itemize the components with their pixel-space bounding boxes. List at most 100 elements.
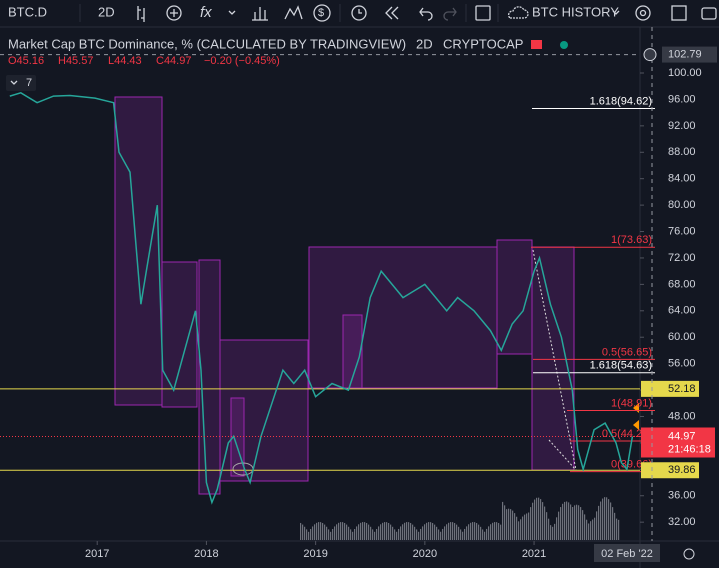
volume-bar (328, 529, 330, 540)
last-price-bg (641, 427, 715, 458)
fib-label: 0.5(56.65) (602, 346, 652, 358)
volume-bar (404, 522, 406, 540)
volume-bar (588, 523, 590, 540)
currency-icon[interactable]: $ (313, 4, 331, 22)
indicators-toggle[interactable] (6, 75, 36, 91)
volume-bar (334, 526, 336, 540)
settings-icon[interactable] (635, 5, 651, 21)
volume-bar (486, 528, 488, 540)
volume-bar (360, 522, 362, 540)
volume-bar (446, 524, 448, 540)
volume-bar (530, 507, 532, 540)
volume-bar (340, 522, 342, 540)
volume-bar (408, 522, 410, 540)
layout-name[interactable]: BTC HISTORY (532, 4, 619, 19)
volume-bar (602, 498, 604, 540)
volume-bar (308, 531, 310, 540)
trend-line (548, 439, 577, 471)
axis-settings-icon[interactable] (683, 548, 695, 560)
volume-bar (306, 529, 308, 540)
interval[interactable]: 2D (98, 4, 115, 19)
volume-bar (542, 502, 544, 540)
fullscreen-icon[interactable] (671, 5, 687, 21)
snapshot-icon[interactable] (701, 7, 717, 20)
volume-bar (536, 497, 538, 540)
crosshair-zoom[interactable] (643, 48, 657, 62)
volume-bar (338, 522, 340, 540)
volume-bar (372, 529, 374, 540)
volume-bar (472, 522, 474, 540)
volume-bar (574, 505, 576, 540)
volume-bar (482, 529, 484, 540)
volume-bar (558, 511, 560, 540)
volume-bar (564, 501, 566, 540)
volume-bar (400, 526, 402, 540)
volume-bar (494, 522, 496, 540)
price-axis-label-bg (641, 380, 699, 397)
volume-bar (478, 524, 480, 540)
volume-bar (384, 522, 386, 540)
volume-bar (604, 497, 606, 540)
compare-icon[interactable] (284, 5, 303, 20)
ohlc-value: L44.43 (108, 55, 142, 67)
dropdown-icon[interactable] (612, 10, 620, 15)
bar-style-icon[interactable] (137, 6, 145, 22)
volume-bar (434, 524, 436, 540)
redo-icon[interactable] (443, 7, 457, 21)
volume-bar (584, 514, 586, 540)
volume-bar (388, 522, 390, 540)
templates-icon[interactable] (252, 7, 268, 21)
undo-icon[interactable] (419, 7, 433, 21)
volume-bar (342, 522, 344, 540)
study-title: Market Cap BTC Dominance, % (CALCULATED … (8, 36, 406, 51)
volume-bar (410, 523, 412, 540)
collapse-icon[interactable] (10, 80, 18, 85)
volume-bar (440, 531, 442, 540)
y-tick-label: 32.00 (668, 516, 696, 528)
volume-bar (492, 522, 494, 540)
volume-bar (324, 524, 326, 540)
volume-bar (326, 526, 328, 540)
volume-bar (516, 516, 518, 540)
volume-bar (392, 526, 394, 540)
alert-icon[interactable] (351, 5, 367, 21)
volume-bar (452, 522, 454, 540)
volume-bar (456, 524, 458, 540)
ohlc-row: O45.16 H45.57 L44.43 C44.97 −0.20 (−0.45%) (8, 55, 280, 67)
volume-bar (332, 529, 334, 540)
volume-bar (344, 522, 346, 540)
volume-bar (432, 523, 434, 540)
volume-bar (490, 524, 492, 540)
x-tick-label: 2019 (303, 548, 327, 560)
volume-bar (614, 512, 616, 540)
svg-text:fx: fx (200, 4, 212, 21)
study-exchange: CRYPTOCAP (443, 36, 523, 51)
volume-bar (382, 522, 384, 540)
volume-bar (506, 509, 508, 540)
layout-icon[interactable] (475, 5, 491, 21)
volume-bar (312, 526, 314, 540)
svg-text:$: $ (318, 7, 324, 19)
volume-bar (368, 524, 370, 540)
volume-bar (586, 519, 588, 540)
volume-bar (524, 514, 526, 540)
add-icon[interactable] (166, 5, 182, 21)
volume-bar (504, 505, 506, 540)
replay-icon[interactable] (385, 6, 399, 20)
volume-bar (412, 524, 414, 540)
volume-bar (310, 529, 312, 540)
volume-bar (518, 521, 520, 540)
volume-bar (550, 525, 552, 540)
volume-bar (540, 499, 542, 540)
y-tick-label: 80.00 (668, 199, 696, 211)
volume-bar (422, 526, 424, 540)
cloud-icon[interactable] (508, 6, 529, 19)
volume-bar (566, 501, 568, 540)
volume-bar (354, 528, 356, 540)
indicators-icon[interactable]: fx (200, 4, 236, 21)
volume-bar (590, 521, 592, 540)
flag-icon[interactable] (531, 40, 542, 49)
volume-bar (520, 519, 522, 540)
symbol[interactable]: BTC.D (8, 4, 47, 19)
volume-bar (582, 510, 584, 540)
